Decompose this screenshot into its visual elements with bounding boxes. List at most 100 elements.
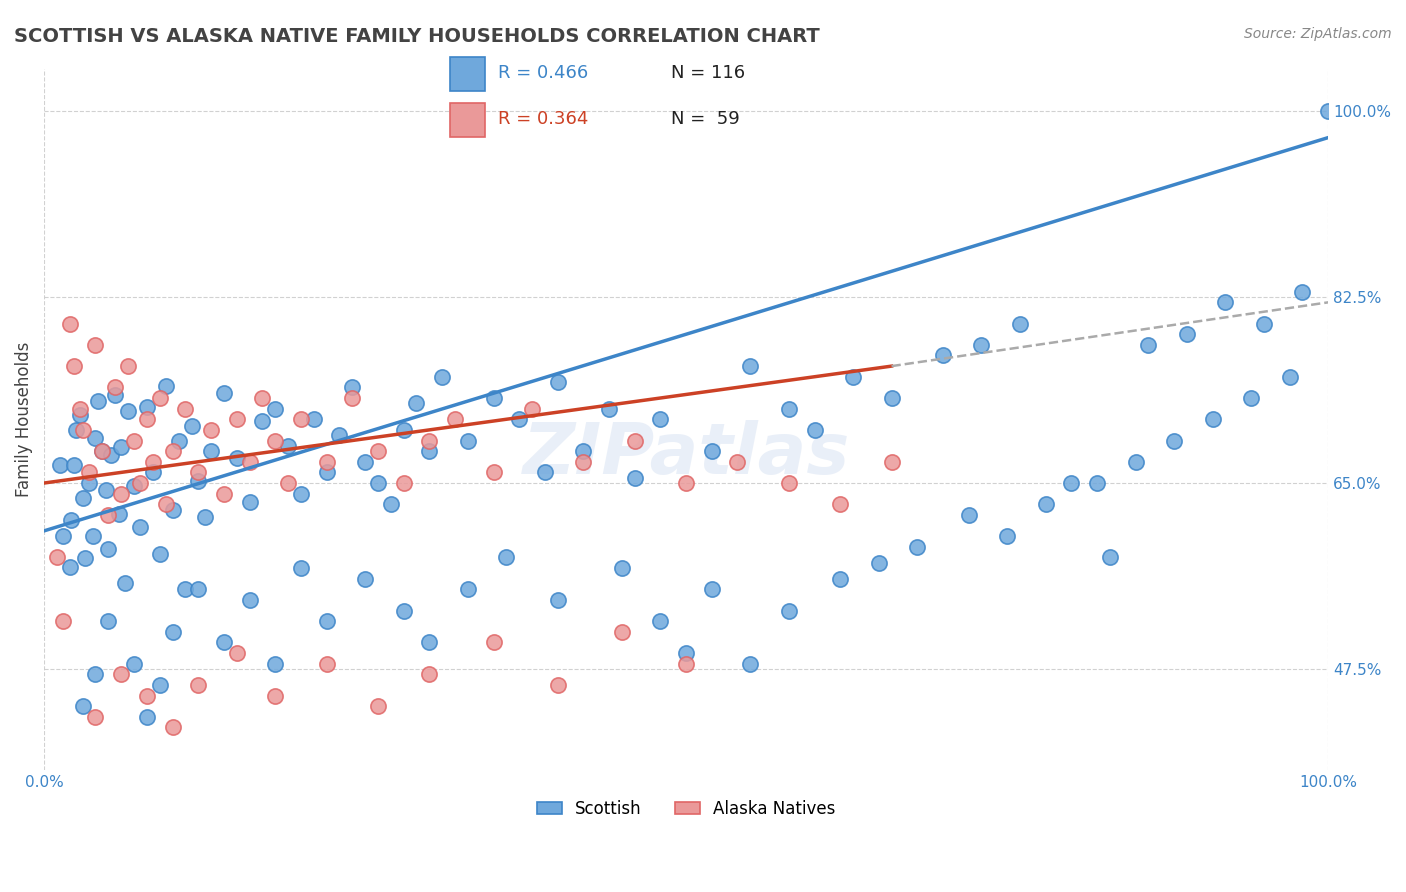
Point [740, 359, 762, 373]
Bar [450, 103, 485, 137]
Y-axis label: Family Households: Family Households [15, 342, 32, 497]
Point [675, 476, 697, 491]
Point [457, 582, 479, 597]
Point [610, 561, 633, 575]
Point [970, 338, 993, 352]
Point [842, 369, 865, 384]
Point [135, 689, 157, 703]
Point [212, 385, 235, 400]
Point [675, 657, 697, 671]
Point [122, 434, 145, 448]
Text: ZIPatlas: ZIPatlas [523, 420, 849, 489]
Point [830, 497, 852, 511]
Point [187, 466, 209, 480]
Point [342, 391, 364, 405]
Point [778, 401, 800, 416]
Point [252, 391, 274, 405]
Point [868, 556, 890, 570]
Point [778, 603, 800, 617]
Point [110, 440, 132, 454]
Point [238, 455, 260, 469]
Point [547, 593, 569, 607]
Point [212, 486, 235, 500]
Point [367, 476, 389, 491]
Point [778, 476, 800, 491]
Point [803, 423, 825, 437]
Point [238, 593, 260, 607]
Point [444, 412, 467, 426]
Bar [450, 57, 485, 91]
Point [110, 667, 132, 681]
Point [302, 412, 325, 426]
Point [264, 434, 287, 448]
Point [84, 710, 107, 724]
Point [174, 401, 197, 416]
Point [180, 418, 202, 433]
Text: R = 0.466: R = 0.466 [498, 64, 588, 82]
Point [142, 455, 165, 469]
Point [122, 657, 145, 671]
Point [162, 444, 184, 458]
Point [69, 401, 91, 416]
Point [90, 444, 112, 458]
Point [700, 582, 723, 597]
Point [62, 458, 84, 472]
Point [277, 439, 299, 453]
Text: Source: ZipAtlas.com: Source: ZipAtlas.com [1244, 27, 1392, 41]
Point [200, 444, 222, 458]
Point [264, 657, 287, 671]
Point [117, 403, 139, 417]
Point [48, 458, 70, 472]
Point [367, 699, 389, 714]
Point [367, 444, 389, 458]
Point [72, 699, 94, 714]
Point [1175, 327, 1198, 342]
Point [162, 502, 184, 516]
Point [650, 412, 672, 426]
Point [114, 576, 136, 591]
Point [520, 401, 543, 416]
Text: N = 116: N = 116 [671, 64, 745, 82]
Point [700, 444, 723, 458]
Point [149, 391, 172, 405]
Point [104, 388, 127, 402]
Point [155, 379, 177, 393]
Point [110, 486, 132, 500]
Point [1098, 550, 1121, 565]
Point [225, 646, 247, 660]
Point [1060, 476, 1083, 491]
Point [162, 624, 184, 639]
Point [880, 455, 903, 469]
Point [1008, 317, 1031, 331]
Point [482, 635, 505, 649]
Point [1125, 455, 1147, 469]
Point [418, 434, 440, 448]
Point [418, 635, 440, 649]
Point [142, 466, 165, 480]
Point [880, 391, 903, 405]
Point [264, 401, 287, 416]
Point [87, 394, 110, 409]
Point [727, 455, 749, 469]
Point [482, 466, 505, 480]
Point [315, 614, 337, 628]
Point [277, 476, 299, 491]
Point [905, 540, 928, 554]
Point [97, 508, 120, 522]
Point [1035, 497, 1057, 511]
Point [418, 667, 440, 681]
Point [194, 510, 217, 524]
Point [84, 338, 107, 352]
Point [740, 657, 762, 671]
Point [290, 412, 312, 426]
Point [59, 560, 82, 574]
Point [155, 497, 177, 511]
Point [1278, 369, 1301, 384]
Point [59, 317, 82, 331]
Point [225, 450, 247, 465]
Point [315, 455, 337, 469]
Point [90, 444, 112, 458]
Point [1317, 103, 1340, 118]
Point [52, 614, 75, 628]
Point [252, 414, 274, 428]
